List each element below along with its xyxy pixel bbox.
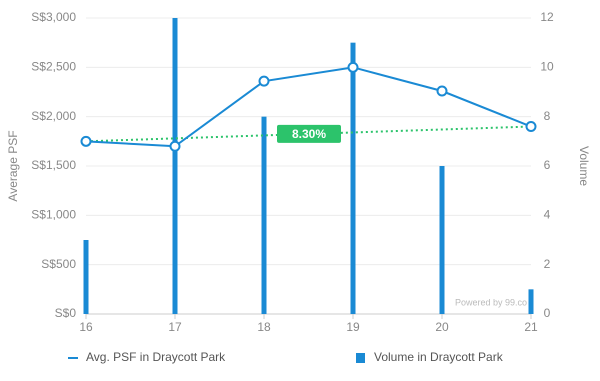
x-tick-label: 18: [257, 320, 271, 334]
y2-tick-label: 4: [544, 208, 551, 222]
x-tick-label: 16: [79, 320, 93, 334]
y-tick-label: S$3,000: [31, 10, 76, 24]
psf-point: [258, 75, 270, 87]
trend-label: 8.30%: [292, 127, 326, 141]
y2-tick-label: 8: [544, 109, 551, 123]
volume-bar: [528, 289, 534, 314]
psf-point: [525, 121, 537, 133]
trendline: [85, 125, 532, 143]
y-tick-label: S$2,000: [31, 109, 76, 123]
x-tick-label: 17: [168, 320, 182, 334]
legend-icon: [356, 353, 365, 363]
y2-tick-label: 12: [540, 10, 554, 24]
y-tick-label: S$500: [41, 257, 76, 271]
y-tick-label: S$1,000: [31, 208, 76, 222]
y-tick-label: S$2,500: [31, 60, 76, 74]
y2-tick-label: 2: [544, 257, 551, 271]
x-tick-label: 19: [346, 320, 360, 334]
y-tick-label: S$1,500: [31, 158, 76, 172]
psf-point: [169, 140, 181, 152]
legend-label: Volume in Draycott Park: [374, 350, 504, 364]
volume-bar: [172, 18, 178, 314]
legend-label: Avg. PSF in Draycott Park: [86, 350, 226, 364]
volume-bar: [83, 240, 89, 314]
y-axis-title: Average PSF: [6, 130, 20, 201]
volume-bar: [350, 42, 356, 315]
volume-bar: [261, 116, 267, 315]
y2-tick-label: 6: [544, 158, 551, 172]
x-tick-label: 20: [435, 320, 449, 334]
y-tick-label: S$0: [55, 306, 77, 320]
watermark: Powered by 99.co: [455, 297, 527, 307]
trend-badge: [277, 124, 341, 143]
psf-line: [85, 66, 532, 148]
x-tick-label: 21: [524, 320, 538, 334]
y2-axis-title: Volume: [577, 146, 591, 186]
volume-bar: [439, 166, 445, 314]
y2-tick-label: 0: [544, 306, 551, 320]
psf-point: [347, 61, 359, 73]
psf-point: [436, 85, 448, 97]
y2-tick-label: 10: [540, 60, 554, 74]
psf-point: [80, 135, 92, 147]
